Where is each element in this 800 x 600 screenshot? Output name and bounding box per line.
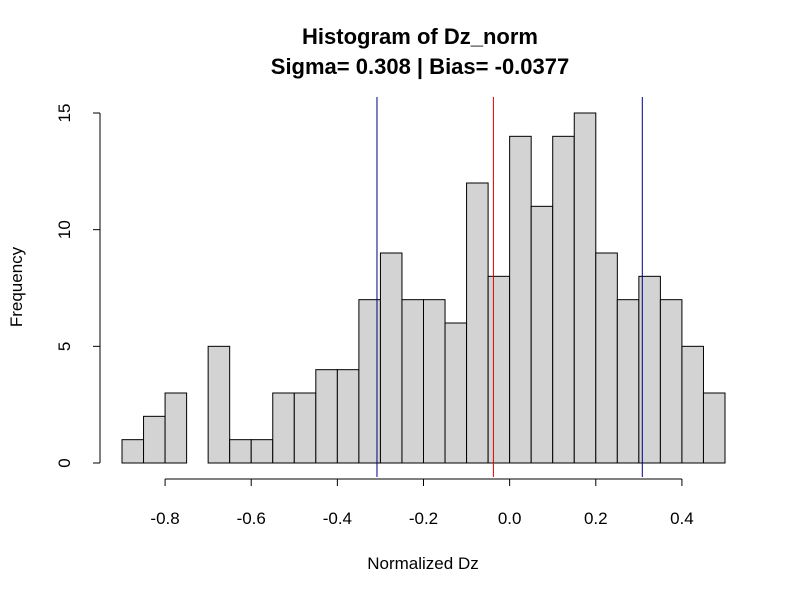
histogram-bar: [702, 392, 726, 464]
histogram-bar: [293, 392, 317, 464]
histogram-bar: [272, 392, 295, 464]
histogram-bar: [616, 299, 640, 464]
histogram-bar: [466, 182, 489, 464]
x-tick-label: 0.0: [498, 509, 522, 528]
histogram-bar: [552, 135, 575, 464]
histogram-bar: [164, 392, 188, 464]
histogram-bar: [121, 439, 145, 464]
y-axis: 0 5 10 15: [55, 104, 101, 468]
x-tick-label: -0.8: [150, 509, 179, 528]
histogram-bar: [143, 415, 166, 464]
histogram-bar: [530, 205, 554, 464]
x-axis-label: Normalized Dz: [367, 554, 478, 573]
histogram-bar: [573, 112, 597, 464]
histogram-bar: [401, 299, 424, 464]
histogram-bar: [250, 439, 274, 464]
histogram-bar: [659, 299, 683, 464]
x-tick-label: -0.2: [409, 509, 438, 528]
bars-group: [121, 112, 726, 464]
x-tick-label: -0.6: [237, 509, 266, 528]
y-axis-label: Frequency: [7, 246, 26, 327]
histogram-bar: [595, 252, 618, 464]
histogram-bar: [509, 135, 532, 464]
x-tick-label: 0.2: [584, 509, 608, 528]
histogram-bar: [379, 252, 403, 464]
y-tick-label: 5: [55, 342, 74, 351]
y-tick-label: 10: [55, 220, 74, 239]
histogram-bar: [315, 369, 338, 464]
histogram-bar: [444, 322, 468, 464]
reference-lines-group: [376, 97, 643, 477]
histogram-bar: [487, 275, 511, 464]
histogram-bar: [229, 439, 252, 464]
x-axis: -0.8 -0.6 -0.4 -0.2 0.0 0.2 0.4: [150, 478, 694, 528]
x-tick-label: 0.4: [670, 509, 694, 528]
histogram-bar: [423, 299, 446, 464]
chart-title: Histogram of Dz_norm: [302, 24, 538, 49]
histogram-bar: [207, 345, 231, 464]
y-tick-label: 0: [55, 458, 74, 467]
histogram-bar: [681, 345, 704, 464]
y-tick-label: 15: [55, 104, 74, 123]
histogram-bar: [336, 369, 360, 464]
chart-subtitle: Sigma= 0.308 | Bias= -0.0377: [271, 54, 569, 79]
x-tick-label: -0.4: [323, 509, 352, 528]
